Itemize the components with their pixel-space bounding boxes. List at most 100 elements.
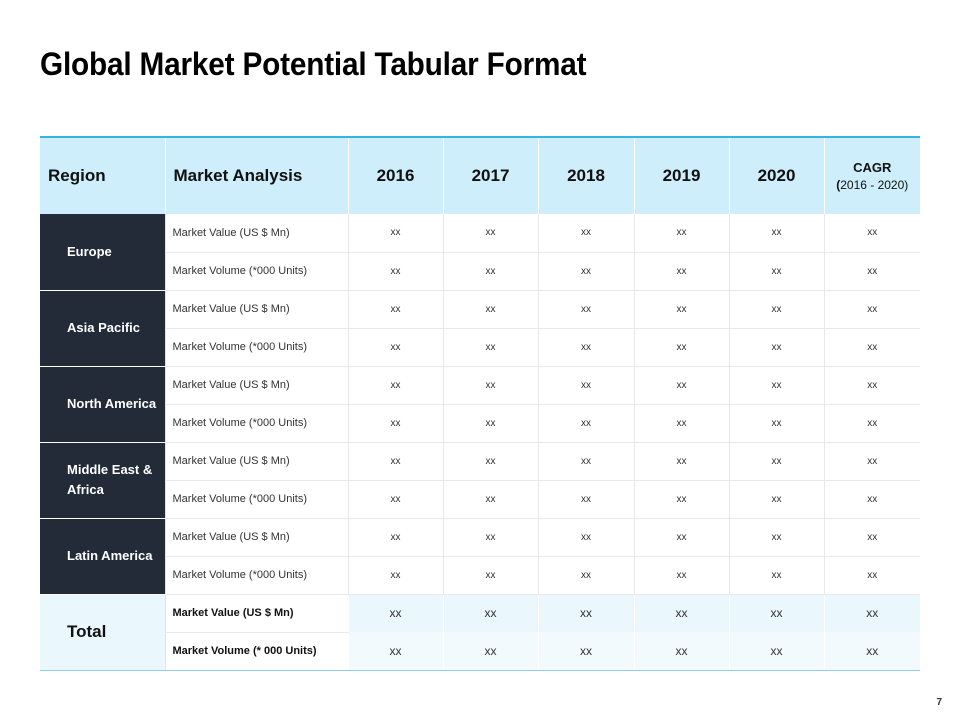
- value-cell: xx: [347, 366, 443, 405]
- metric-label: Market Value (US $ Mn): [164, 290, 348, 329]
- total-row: Total Market Value (US $ Mn) xx xx xx xx xx xx: [40, 594, 920, 671]
- value-cell: xx: [633, 252, 729, 291]
- value-cell: xx: [537, 518, 634, 557]
- metric-label: Market Value (US $ Mn): [164, 366, 348, 405]
- value-cell: xx: [633, 404, 729, 443]
- table-row: Market Volume (*000 Units) xx xx xx xx xx xx: [40, 252, 920, 291]
- value-cell: xx: [728, 252, 824, 291]
- total-value-cell: xx: [823, 632, 920, 671]
- metric-label: Market Volume (*000 Units): [164, 556, 348, 595]
- metric-label: Market Volume (*000 Units): [164, 328, 348, 367]
- value-cell: xx: [347, 442, 443, 481]
- header-year-2017: 2017: [442, 137, 538, 214]
- value-cell: xx: [442, 366, 538, 405]
- value-cell: xx: [347, 518, 443, 557]
- metric-label: Market Value (US $ Mn): [164, 442, 348, 481]
- page-title: Global Market Potential Tabular Format: [40, 46, 587, 82]
- total-value-cell: xx: [728, 632, 824, 671]
- value-cell: xx: [537, 404, 634, 443]
- value-cell: xx: [823, 366, 920, 405]
- value-cell: xx: [823, 214, 920, 253]
- value-cell: xx: [442, 442, 538, 481]
- value-cell: xx: [537, 556, 634, 595]
- total-metric-label: Market Volume (* 000 Units): [164, 632, 348, 671]
- value-cell: xx: [442, 404, 538, 443]
- region-label: Latin America: [40, 518, 165, 595]
- value-cell: xx: [823, 404, 920, 443]
- total-value-cell: xx: [347, 594, 443, 632]
- total-value-cell: xx: [347, 632, 443, 671]
- value-cell: xx: [823, 480, 920, 519]
- value-cell: xx: [633, 480, 729, 519]
- value-cell: xx: [728, 290, 824, 329]
- value-cell: xx: [442, 480, 538, 519]
- header-year-2018: 2018: [537, 137, 634, 214]
- header-region: Region: [48, 166, 106, 185]
- total-value-cell: xx: [823, 594, 920, 632]
- metric-label: Market Volume (*000 Units): [164, 404, 348, 443]
- value-cell: xx: [537, 366, 634, 405]
- table-header-row: Region Market Analysis 2016 2017 2018 20…: [40, 137, 920, 214]
- value-cell: xx: [633, 328, 729, 367]
- cagr-range: (2016 - 2020): [825, 178, 921, 192]
- total-label: Total: [40, 594, 165, 671]
- value-cell: xx: [347, 328, 443, 367]
- value-cell: xx: [633, 442, 729, 481]
- value-cell: xx: [633, 290, 729, 329]
- value-cell: xx: [442, 290, 538, 329]
- table-row: Middle East & Africa Market Value (US $ M…: [40, 442, 920, 519]
- value-cell: xx: [347, 404, 443, 443]
- total-value-cell: xx: [537, 632, 634, 671]
- total-value-cell: xx: [442, 632, 538, 671]
- value-cell: xx: [537, 480, 634, 519]
- value-cell: xx: [347, 480, 443, 519]
- value-cell: xx: [633, 366, 729, 405]
- region-label: Europe: [40, 214, 165, 291]
- cagr-range-text: 2016 - 2020): [840, 178, 909, 192]
- value-cell: xx: [537, 252, 634, 291]
- table-row: North America Market Value (US $ Mn) xx xx x…: [40, 366, 920, 443]
- table-row: Market Volume (*000 Units) xx xx xx xx xx xx: [40, 404, 920, 443]
- value-cell: xx: [728, 442, 824, 481]
- region-label: Asia Pacific: [40, 290, 165, 367]
- value-cell: xx: [728, 214, 824, 253]
- total-value-cell: xx: [537, 594, 634, 632]
- value-cell: xx: [633, 214, 729, 253]
- header-year-2016: 2016: [347, 137, 443, 214]
- table-row: Market Volume (*000 Units) xx xx xx xx xx xx: [40, 480, 920, 519]
- value-cell: xx: [823, 442, 920, 481]
- value-cell: xx: [537, 290, 634, 329]
- metric-label: Market Volume (*000 Units): [164, 480, 348, 519]
- value-cell: xx: [823, 518, 920, 557]
- table-body: Europe Market Value (US $ Mn) xx xx xx xx xx xx…: [40, 214, 920, 671]
- value-cell: xx: [537, 214, 634, 253]
- value-cell: xx: [347, 252, 443, 291]
- value-cell: xx: [633, 556, 729, 595]
- table-row: Market Volume (*000 Units) xx xx xx xx xx xx: [40, 556, 920, 595]
- value-cell: xx: [823, 328, 920, 367]
- value-cell: xx: [728, 518, 824, 557]
- header-cagr: CAGR (2016 - 2020): [823, 137, 921, 214]
- total-value-cell: xx: [442, 594, 538, 632]
- region-label: Middle East & Africa: [40, 442, 165, 519]
- metric-label: Market Value (US $ Mn): [164, 214, 348, 253]
- value-cell: xx: [442, 556, 538, 595]
- total-value-cell: xx: [633, 632, 729, 671]
- table-row: Market Volume (*000 Units) xx xx xx xx xx xx: [40, 328, 920, 367]
- header-market-analysis: Market Analysis: [164, 137, 348, 214]
- value-cell: xx: [347, 290, 443, 329]
- value-cell: xx: [537, 442, 634, 481]
- table-row: Asia Pacific Market Value (US $ Mn) xx xx xx…: [40, 290, 920, 367]
- metric-label: Market Volume (*000 Units): [164, 252, 348, 291]
- total-row: Market Volume (* 000 Units) xx xx xx xx xx xx: [40, 632, 920, 671]
- value-cell: xx: [823, 290, 920, 329]
- cagr-label: CAGR: [853, 160, 892, 175]
- value-cell: xx: [442, 214, 538, 253]
- value-cell: xx: [347, 214, 443, 253]
- value-cell: xx: [728, 404, 824, 443]
- cagr-open-paren: (: [836, 178, 841, 192]
- value-cell: xx: [728, 366, 824, 405]
- total-value-cell: xx: [633, 594, 729, 632]
- value-cell: xx: [537, 328, 634, 367]
- value-cell: xx: [633, 518, 729, 557]
